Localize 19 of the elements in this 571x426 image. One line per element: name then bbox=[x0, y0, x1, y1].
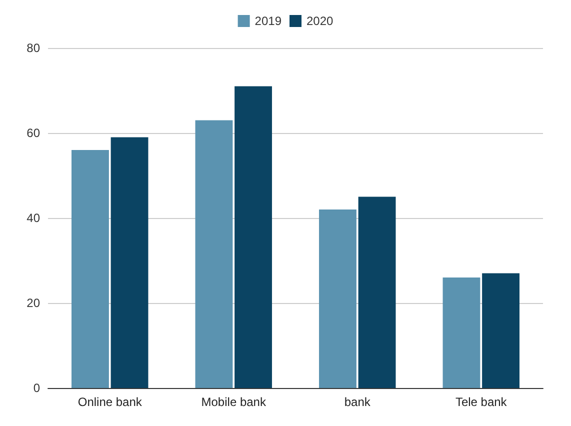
y-tick-label: 0 bbox=[33, 381, 40, 395]
bar bbox=[234, 86, 272, 388]
bar bbox=[319, 210, 356, 388]
y-tick-label: 60 bbox=[26, 126, 40, 140]
bar bbox=[195, 120, 233, 388]
y-tick-label: 20 bbox=[26, 296, 40, 310]
bar bbox=[72, 150, 109, 388]
legend-label: 2020 bbox=[306, 14, 334, 28]
bar bbox=[110, 137, 148, 388]
legend-label: 2019 bbox=[254, 14, 282, 28]
x-tick-label: Tele bank bbox=[455, 395, 508, 409]
x-tick-label: Online bank bbox=[78, 395, 143, 409]
x-tick-label: bank bbox=[344, 395, 372, 409]
bar bbox=[482, 273, 520, 388]
y-tick-label: 40 bbox=[26, 211, 40, 225]
x-tick-label: Mobile bank bbox=[201, 395, 267, 409]
y-tick-label: 80 bbox=[26, 41, 40, 55]
bar bbox=[442, 278, 480, 388]
bar bbox=[358, 196, 396, 388]
